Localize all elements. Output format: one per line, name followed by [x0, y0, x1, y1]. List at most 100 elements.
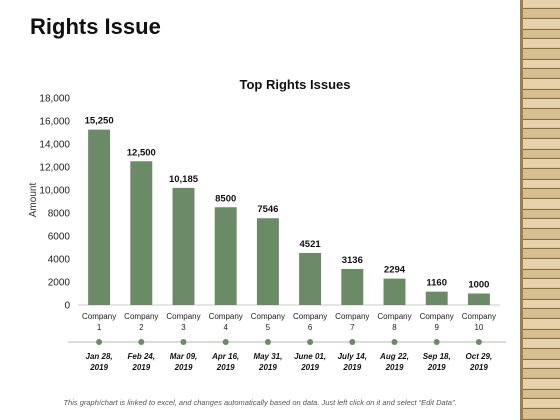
y-tick-label: 18,000 — [39, 94, 70, 105]
y-tick-label: 2000 — [48, 278, 71, 289]
coin-stack-image — [520, 0, 560, 420]
coin-band — [523, 109, 560, 120]
timeline-year: 2019 — [427, 363, 446, 372]
coins-pattern — [523, 0, 560, 420]
timeline-year: 2019 — [342, 363, 361, 372]
x-tick-label: Company — [377, 312, 411, 321]
coin-band — [523, 99, 560, 109]
coin-band — [523, 409, 560, 420]
x-tick-number: 8 — [392, 323, 397, 332]
timeline-dot — [391, 339, 398, 345]
coin-band — [523, 9, 560, 19]
coin-band — [523, 169, 560, 180]
bar-value-label: 7546 — [257, 204, 278, 215]
bar[interactable] — [214, 207, 237, 305]
coin-band — [523, 90, 560, 99]
coin-band — [523, 360, 560, 369]
timeline-date: Oct 29, — [466, 352, 493, 361]
bar-value-label: 4521 — [300, 239, 322, 250]
bar-value-label: 1000 — [468, 280, 489, 291]
coin-band — [523, 210, 560, 219]
coin-strip-edge — [520, 0, 523, 420]
coin-band — [523, 60, 560, 69]
coin-band — [523, 319, 560, 330]
x-tick-label: Company — [335, 312, 369, 321]
bar[interactable] — [256, 218, 279, 305]
timeline: Jan 28, 2019 Feb 24, 2019 Mar 09, 2019 Apr 16,… — [86, 339, 493, 372]
timeline-date: Mar 09, — [170, 352, 198, 361]
timeline-date: June 01, — [294, 352, 326, 361]
coin-band — [523, 120, 560, 129]
timeline-dot — [222, 339, 229, 345]
x-tick-number: 10 — [474, 323, 483, 332]
x-tick-number: 9 — [434, 323, 439, 332]
bar[interactable] — [130, 161, 153, 305]
y-axis-label: Amount — [28, 183, 39, 218]
y-tick-label: 0 — [64, 301, 70, 312]
x-tick-number: 3 — [181, 323, 186, 332]
timeline-year: 2019 — [131, 363, 150, 372]
x-tick-label: Company — [209, 312, 243, 321]
coin-band — [523, 229, 560, 240]
coin-band — [523, 69, 560, 79]
chart-title: Top Rights Issues — [240, 77, 351, 92]
x-tick-label: Company — [251, 312, 285, 321]
coin-band — [523, 219, 560, 229]
coin-band — [523, 379, 560, 390]
x-axis-labels: Company 1 Company 2 Company 3 Company 4 Company 5… — [82, 312, 496, 332]
coin-band — [523, 330, 560, 339]
bar-value-label: 12,500 — [127, 147, 156, 158]
timeline-date: Jan 28, — [86, 352, 113, 361]
timeline-dot — [138, 339, 145, 345]
x-tick-label: Company — [420, 312, 454, 321]
bars — [88, 129, 490, 306]
timeline-dot — [349, 339, 356, 345]
y-tick-label: 10,000 — [39, 186, 70, 197]
timeline-date: Apr 16, — [211, 352, 239, 361]
bar[interactable] — [467, 293, 490, 306]
bar[interactable] — [172, 187, 195, 305]
bar[interactable] — [299, 253, 322, 305]
timeline-year: 2019 — [300, 363, 319, 372]
timeline-dot — [475, 339, 482, 345]
timeline-dot — [180, 339, 187, 345]
bar-value-label: 2294 — [384, 265, 406, 276]
y-tick-label: 14,000 — [39, 140, 70, 151]
timeline-date: Feb 24, — [128, 352, 156, 361]
timeline-dot — [264, 339, 271, 345]
y-tick-label: 16,000 — [39, 117, 70, 128]
bar-value-label: 8500 — [215, 193, 236, 204]
x-tick-number: 6 — [308, 323, 313, 332]
x-tick-label: Company — [462, 312, 496, 321]
coin-band — [523, 189, 560, 199]
bar[interactable] — [341, 268, 364, 305]
bar[interactable] — [88, 129, 111, 305]
bar[interactable] — [383, 278, 406, 305]
x-tick-label: Company — [124, 312, 158, 321]
timeline-year: 2019 — [385, 363, 404, 372]
bar-value-label: 10,185 — [169, 174, 199, 185]
coin-band — [523, 180, 560, 189]
coin-band — [523, 39, 560, 49]
y-tick-label: 6000 — [48, 232, 71, 243]
coin-band — [523, 270, 560, 279]
bar-value-label: 3136 — [342, 255, 363, 266]
timeline-year: 2019 — [469, 363, 488, 372]
y-tick-label: 12,000 — [39, 163, 70, 174]
x-tick-number: 5 — [266, 323, 271, 332]
coin-band — [523, 49, 560, 60]
coin-band — [523, 390, 560, 399]
coin-band — [523, 139, 560, 150]
timeline-year: 2019 — [174, 363, 193, 372]
x-tick-number: 7 — [350, 323, 355, 332]
coin-band — [523, 249, 560, 259]
coin-band — [523, 259, 560, 270]
timeline-date: Sep 18, — [423, 352, 451, 361]
y-axis-ticks: 0 2000 4000 6000 8000 10,000 12,000 14,000 16,00… — [39, 94, 70, 312]
bar[interactable] — [425, 291, 448, 305]
coin-band — [523, 0, 560, 9]
bar-chart[interactable]: Top Rights Issues Amount 020004000600080… — [0, 0, 520, 395]
y-tick-label: 8000 — [48, 209, 71, 220]
x-tick-number: 2 — [139, 323, 144, 332]
timeline-year: 2019 — [258, 363, 277, 372]
